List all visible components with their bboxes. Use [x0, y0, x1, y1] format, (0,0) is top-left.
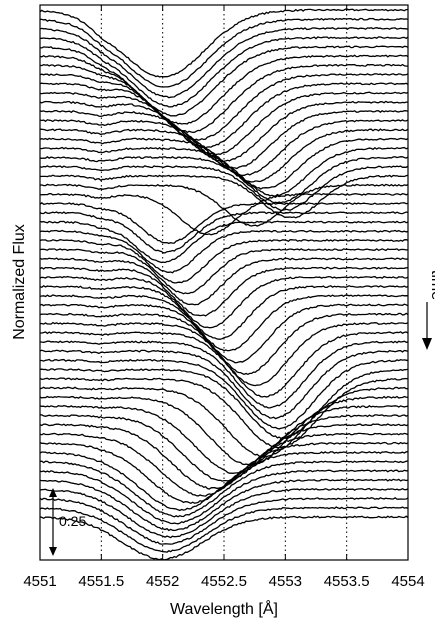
spectrum-20 — [40, 193, 408, 236]
spectrum-40 — [40, 377, 408, 449]
x-tick-label-1: 4551.5 — [78, 573, 124, 590]
spectrum-31 — [40, 294, 408, 352]
spectrum-12 — [40, 119, 408, 177]
spectrum-34 — [40, 321, 408, 387]
spectrum-32 — [40, 303, 408, 364]
y-axis-label: Normalized Flux — [11, 224, 28, 340]
spectrum-51 — [40, 478, 408, 532]
spectrum-4 — [40, 45, 408, 117]
spectrum-16 — [40, 155, 408, 204]
spectrum-15 — [40, 146, 408, 197]
spectrum-13 — [40, 128, 408, 183]
x-tick-label-2: 4552 — [146, 573, 179, 590]
scale-bar-label: 0.25 — [59, 513, 86, 529]
x-ticks — [39, 5, 409, 560]
spectrum-53 — [40, 497, 408, 545]
spectrum-3 — [40, 36, 408, 108]
spectrum-49 — [40, 460, 408, 518]
spectrum-27 — [40, 257, 408, 306]
spectrum-42 — [40, 395, 408, 466]
spectrum-22 — [40, 211, 408, 254]
spectrum-8 — [40, 82, 408, 149]
spectrum-46 — [40, 432, 408, 497]
spectrum-33 — [40, 312, 408, 376]
spectrum-55 — [40, 515, 408, 560]
spectra — [40, 8, 408, 560]
scale-bar — [49, 488, 57, 556]
x-tick-label-3: 4552.5 — [201, 573, 247, 590]
time-arrow — [422, 302, 432, 350]
spectrum-26 — [40, 248, 408, 295]
spectrum-18 — [40, 174, 408, 219]
spectrum-23 — [40, 220, 408, 264]
spectrum-7 — [40, 73, 408, 141]
spectrum-21 — [40, 201, 408, 245]
x-tick-label-6: 4554 — [391, 573, 424, 590]
spectrum-41 — [40, 386, 408, 458]
time-label: time — [428, 270, 435, 300]
spectrum-9 — [40, 91, 408, 156]
spectrum-43 — [40, 405, 408, 474]
spectrum-48 — [40, 451, 408, 512]
spectrum-35 — [40, 331, 408, 398]
x-axis-label: Wavelength [Å] — [170, 599, 278, 618]
spectrum-24 — [40, 229, 408, 274]
spectrum-54 — [40, 506, 408, 553]
spectrum-1 — [40, 17, 408, 88]
x-tick-labels: 4551 4551.5 4552 4552.5 4553 4553.5 4554 — [23, 573, 424, 590]
spectrum-36 — [40, 340, 408, 409]
spectrum-28 — [40, 266, 408, 317]
spectrum-39 — [40, 368, 408, 440]
spectrum-17 — [40, 165, 408, 212]
spectrum-6 — [40, 63, 408, 134]
spectrum-44 — [40, 414, 408, 482]
x-tick-label-4: 4553 — [269, 573, 302, 590]
spectrum-19 — [40, 183, 408, 227]
spectrum-29 — [40, 275, 408, 329]
spectrum-50 — [40, 469, 408, 525]
spectrum-25 — [40, 238, 408, 284]
spectrum-2 — [40, 26, 408, 99]
spectrum-52 — [40, 487, 408, 539]
spectrum-38 — [40, 358, 408, 430]
spectrum-37 — [40, 349, 408, 420]
x-tick-label-0: 4551 — [23, 573, 56, 590]
spectrum-30 — [40, 285, 408, 340]
x-tick-label-5: 4553.5 — [324, 573, 370, 590]
spectrum-5 — [40, 54, 408, 125]
